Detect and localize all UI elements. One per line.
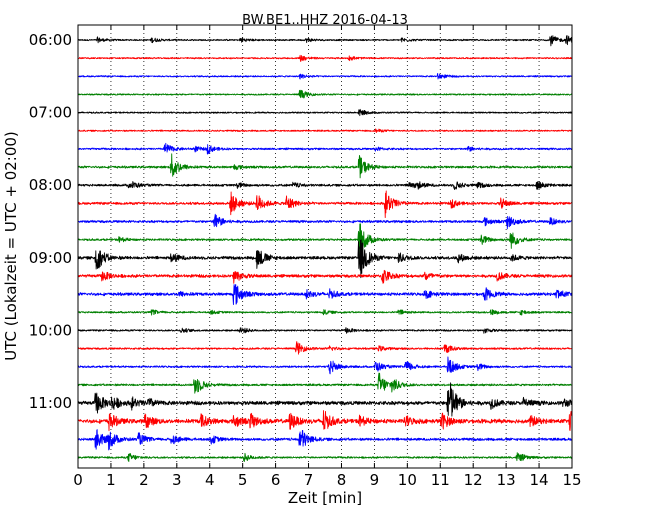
trace-0830 <box>77 213 573 230</box>
trace-0615 <box>77 54 573 62</box>
x-tick-label-15: 15 <box>562 471 581 489</box>
y-tick-label-3: 09:00 <box>29 249 72 267</box>
trace-0915 <box>77 269 573 284</box>
trace-1015 <box>77 341 572 355</box>
trace-0930 <box>77 284 573 305</box>
trace-1130 <box>77 429 573 451</box>
trace-1045 <box>77 372 572 394</box>
x-tick-label-12: 12 <box>464 471 483 489</box>
trace-0845 <box>77 223 572 257</box>
trace-0900 <box>77 239 573 279</box>
seismic-traces <box>77 35 573 463</box>
trace-1030 <box>77 356 572 375</box>
y-axis-ticks: 06:00 07:00 08:00 09:00 10:00 11:00 <box>29 31 83 412</box>
trace-0815 <box>77 190 573 219</box>
trace-0630 <box>77 72 572 80</box>
trace-0800 <box>77 181 573 191</box>
x-tick-label-6: 6 <box>271 471 281 489</box>
trace-0700 <box>77 108 573 117</box>
trace-1115 <box>77 410 573 432</box>
x-tick-label-2: 2 <box>139 471 149 489</box>
trace-0745 <box>77 153 572 179</box>
y-tick-label-2: 08:00 <box>29 176 72 194</box>
trace-1100 <box>77 382 573 417</box>
plot-border <box>77 24 573 469</box>
y-tick-label-5: 11:00 <box>29 394 72 412</box>
y-tick-label-1: 07:00 <box>29 104 72 122</box>
trace-0730 <box>77 142 573 155</box>
trace-0645 <box>77 89 573 99</box>
trace-0715 <box>77 128 572 134</box>
y-tick-label-4: 10:00 <box>29 321 72 339</box>
x-tick-label-14: 14 <box>530 471 549 489</box>
trace-1000 <box>77 327 572 334</box>
x-tick-label-1: 1 <box>106 471 116 489</box>
x-tick-label-4: 4 <box>205 471 215 489</box>
x-tick-label-11: 11 <box>431 471 450 489</box>
y-tick-label-0: 06:00 <box>29 31 72 49</box>
x-tick-label-5: 5 <box>238 471 248 489</box>
x-tick-label-0: 0 <box>73 471 83 489</box>
x-tick-label-3: 3 <box>172 471 182 489</box>
x-tick-label-8: 8 <box>337 471 347 489</box>
x-tick-label-9: 9 <box>370 471 380 489</box>
x-tick-label-13: 13 <box>497 471 516 489</box>
trace-0600 <box>77 35 573 47</box>
trace-1145 <box>77 452 573 463</box>
x-tick-label-7: 7 <box>304 471 314 489</box>
trace-0945 <box>77 309 572 316</box>
x-axis-ticks: 0 1 2 3 4 5 6 7 8 9 10 11 12 13 14 15 <box>73 25 582 489</box>
plot-area <box>78 25 572 468</box>
y-axis-label: UTC (Lokalzeit = UTC + 02:00) <box>2 131 20 361</box>
x-axis-label: Zeit [min] <box>288 489 362 507</box>
x-tick-label-10: 10 <box>398 471 417 489</box>
chart-title: BW.BE1..HHZ 2016-04-13 <box>242 13 408 28</box>
